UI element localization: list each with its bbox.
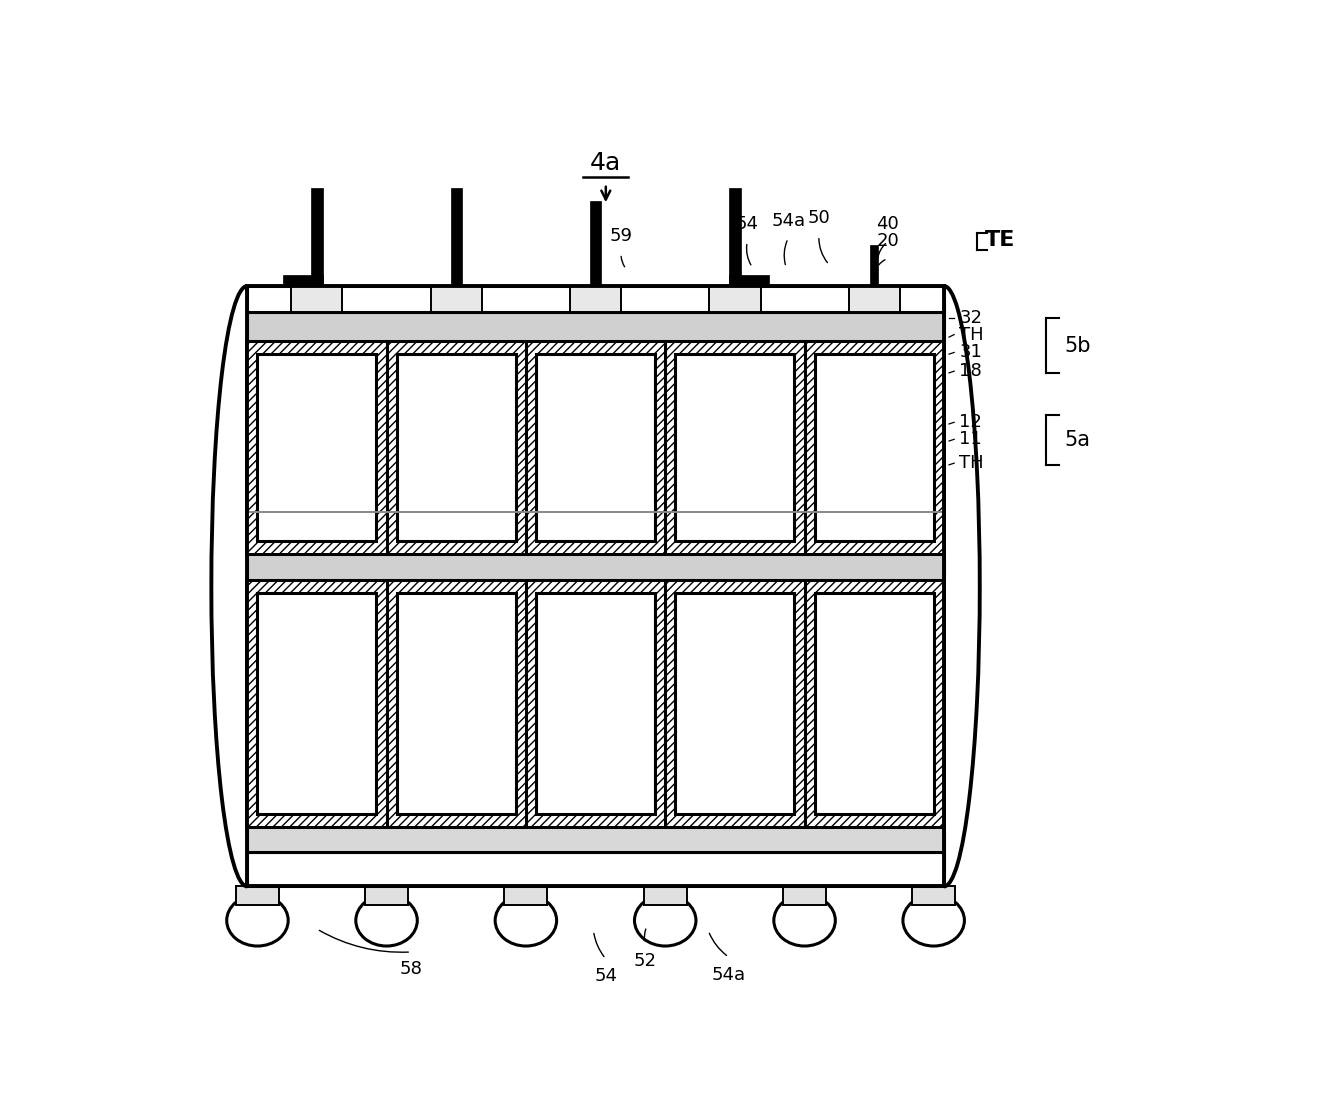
- Text: 20: 20: [876, 232, 899, 250]
- Bar: [590, 201, 602, 286]
- Bar: [814, 354, 933, 542]
- Bar: [247, 286, 944, 886]
- Bar: [676, 593, 795, 814]
- Bar: [570, 286, 621, 312]
- Text: 5a: 5a: [1064, 430, 1091, 450]
- Bar: [431, 286, 481, 312]
- Bar: [870, 246, 878, 286]
- Bar: [249, 581, 386, 826]
- Bar: [505, 886, 547, 905]
- Bar: [666, 581, 804, 826]
- Text: 18: 18: [960, 362, 982, 380]
- Bar: [676, 354, 795, 542]
- Bar: [235, 886, 279, 905]
- Bar: [291, 286, 342, 312]
- Text: 52: 52: [633, 952, 656, 970]
- Text: 54a: 54a: [771, 212, 805, 230]
- Text: 5b: 5b: [1064, 335, 1091, 356]
- Text: 58: 58: [399, 960, 423, 979]
- Bar: [397, 354, 516, 542]
- Text: 4a: 4a: [590, 152, 621, 176]
- Text: 54: 54: [736, 216, 759, 233]
- Bar: [387, 581, 525, 826]
- Bar: [258, 593, 377, 814]
- Text: 31: 31: [960, 344, 982, 362]
- Text: 32: 32: [960, 310, 982, 327]
- Bar: [710, 286, 760, 312]
- Text: 12: 12: [960, 414, 982, 431]
- Bar: [247, 342, 944, 554]
- Text: 40: 40: [876, 216, 899, 233]
- Bar: [247, 286, 944, 312]
- Text: TE: TE: [985, 230, 1015, 250]
- Bar: [644, 886, 686, 905]
- Bar: [283, 275, 323, 286]
- Bar: [451, 188, 461, 286]
- Bar: [537, 354, 654, 542]
- Text: 54a: 54a: [711, 966, 746, 983]
- Bar: [849, 286, 900, 312]
- Bar: [805, 342, 943, 553]
- Bar: [247, 580, 944, 827]
- Bar: [783, 886, 826, 905]
- Bar: [249, 342, 386, 553]
- Bar: [912, 886, 956, 905]
- Bar: [527, 342, 664, 553]
- Text: TH: TH: [960, 455, 984, 472]
- Text: 11: 11: [960, 430, 982, 448]
- Bar: [730, 188, 740, 286]
- Text: 59: 59: [609, 227, 633, 246]
- Bar: [365, 886, 408, 905]
- Text: TH: TH: [960, 325, 984, 344]
- Bar: [247, 853, 944, 886]
- Bar: [247, 554, 944, 580]
- Bar: [805, 581, 943, 826]
- Bar: [311, 188, 323, 286]
- Bar: [387, 342, 525, 553]
- Bar: [247, 312, 944, 342]
- Bar: [527, 581, 664, 826]
- Bar: [397, 593, 516, 814]
- Bar: [258, 354, 377, 542]
- Bar: [666, 342, 804, 553]
- Bar: [814, 593, 933, 814]
- Text: 50: 50: [808, 209, 830, 227]
- Bar: [537, 593, 654, 814]
- Text: 54: 54: [595, 968, 617, 985]
- Bar: [730, 275, 769, 286]
- Bar: [247, 827, 944, 853]
